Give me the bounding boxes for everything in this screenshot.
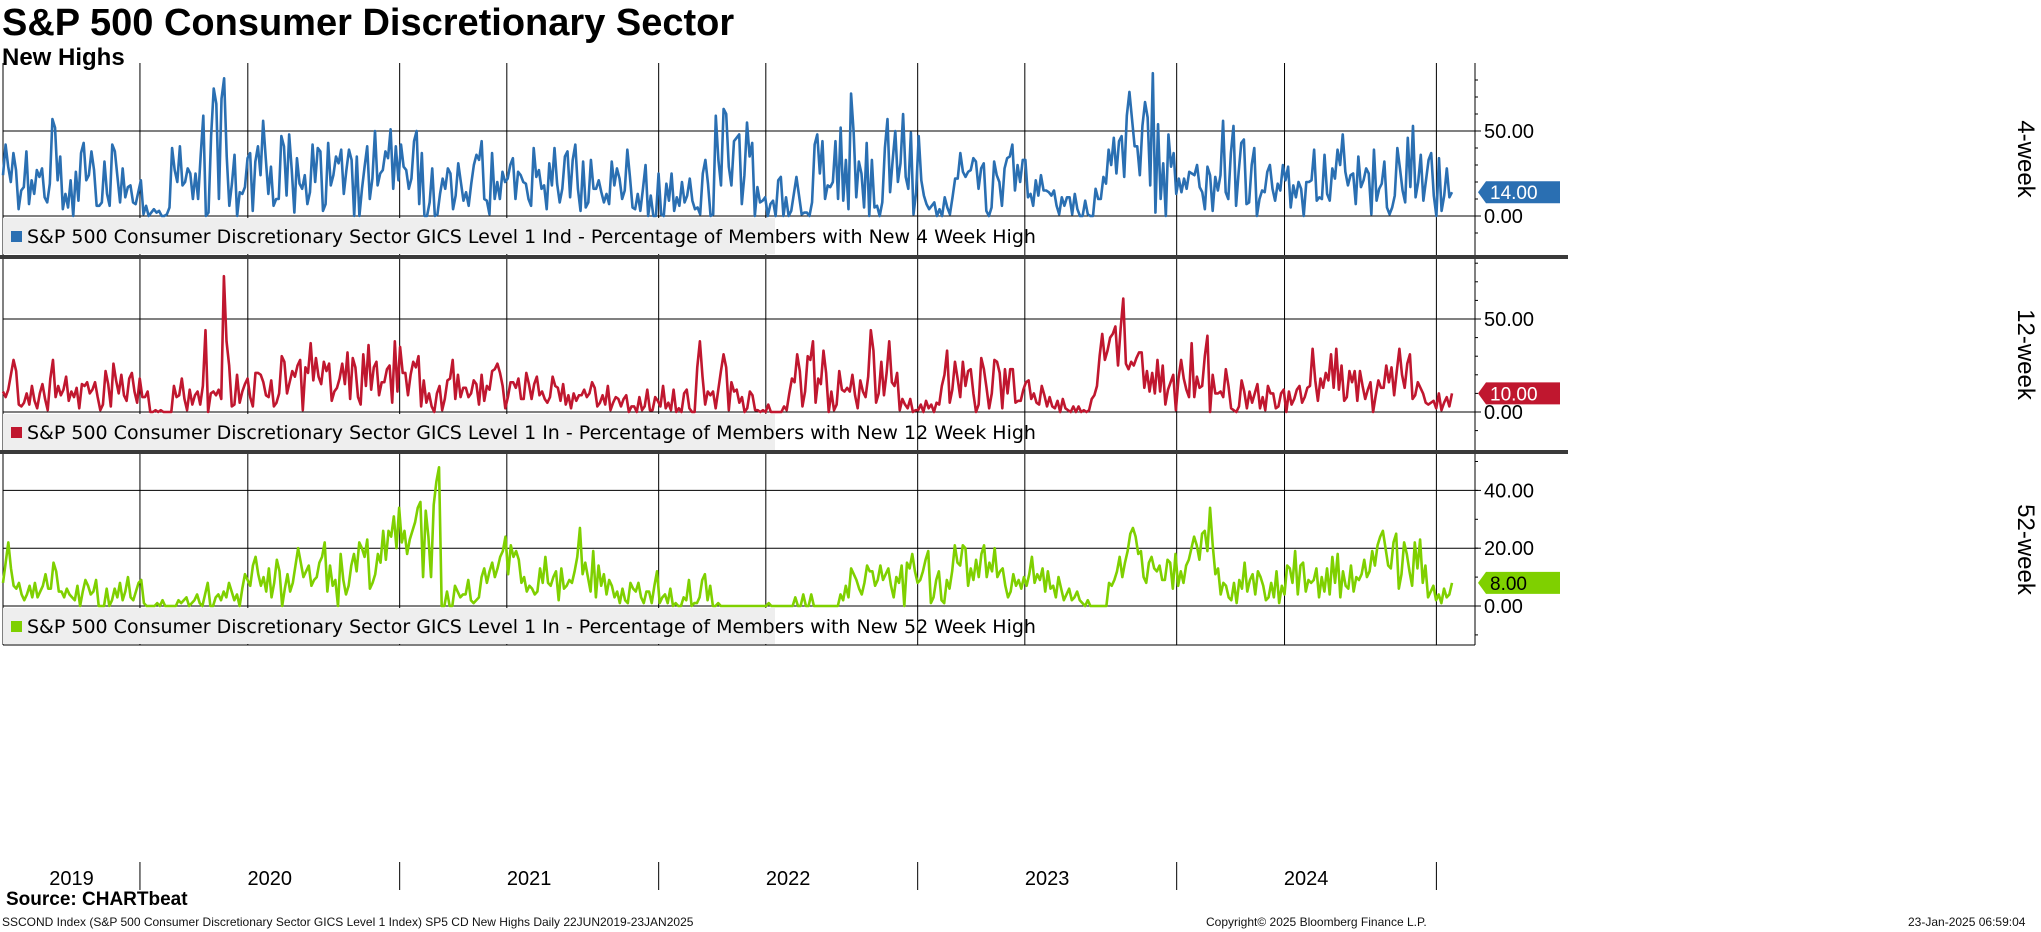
legend-label-12w: S&P 500 Consumer Discretionary Sector GI… xyxy=(27,422,1036,444)
legend-box-4w xyxy=(3,218,775,254)
legend-label-52w: S&P 500 Consumer Discretionary Sector GI… xyxy=(27,616,1036,638)
y-tick-label: 0.00 xyxy=(1484,402,1523,424)
legend-swatch-52w xyxy=(11,621,22,632)
last-value-flag-4w xyxy=(1478,181,1560,204)
last-value-flag-52w xyxy=(1478,571,1560,594)
panel-label-12w: 12-week xyxy=(2012,309,2039,401)
panel-label-4w: 4-week xyxy=(2012,120,2039,198)
x-tick-label: 2019 xyxy=(49,868,94,890)
last-value-label-4w: 14.00 xyxy=(1490,183,1538,204)
last-value-label-12w: 10.00 xyxy=(1490,384,1538,405)
y-tick-label: 50.00 xyxy=(1484,121,1534,143)
panel-separator xyxy=(0,255,1568,259)
series-layer xyxy=(1,71,1454,608)
source-note: Source: CHARTbeat xyxy=(6,889,188,910)
x-tick-label: 2022 xyxy=(766,868,811,890)
chart-subtitle: New Highs xyxy=(2,44,125,71)
series-line-52w xyxy=(1,465,1454,608)
y-tick-label: 0.00 xyxy=(1484,596,1523,618)
footer-description: SSCOND Index (S&P 500 Consumer Discretio… xyxy=(2,915,694,929)
x-tick-label: 2024 xyxy=(1284,868,1329,890)
footer-timestamp: 23-Jan-2025 06:59:04 xyxy=(1908,915,2026,929)
legend-label-4w: S&P 500 Consumer Discretionary Sector GI… xyxy=(27,226,1036,248)
footer-copyright: Copyright© 2025 Bloomberg Finance L.P. xyxy=(1206,915,1427,929)
panel-label-52w: 52-week xyxy=(2012,504,2039,596)
y-tick-label: 20.00 xyxy=(1484,538,1534,560)
x-tick-label: 2021 xyxy=(507,868,552,890)
last-value-label-52w: 8.00 xyxy=(1490,574,1527,595)
axis-layer: 0.00 50.00 14.00 4-week 0.00 50.00 10.00 12-wee… xyxy=(49,79,2039,890)
y-tick-label: 50.00 xyxy=(1484,309,1534,331)
y-tick-label: 40.00 xyxy=(1484,480,1534,502)
last-value-flag-12w xyxy=(1478,382,1560,405)
y-tick-label: 0.00 xyxy=(1484,206,1523,228)
legend-box-12w xyxy=(3,414,775,450)
panel-separator xyxy=(0,450,1568,454)
series-line-4w xyxy=(1,71,1454,218)
x-tick-label: 2023 xyxy=(1025,868,1070,890)
grid-layer xyxy=(0,63,1568,646)
legend-box-52w xyxy=(3,608,775,644)
series-line-12w xyxy=(1,274,1454,414)
chart-title: S&P 500 Consumer Discretionary Sector xyxy=(2,2,735,44)
legend-layer: S&P 500 Consumer Discretionary Sector GI… xyxy=(3,218,1036,644)
legend-swatch-12w xyxy=(11,427,22,438)
legend-swatch-4w xyxy=(11,231,22,242)
x-tick-label: 2020 xyxy=(248,868,293,890)
